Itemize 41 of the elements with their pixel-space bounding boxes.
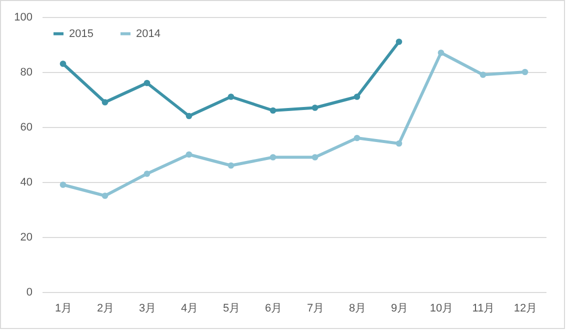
point: [354, 94, 360, 100]
point: [270, 154, 276, 160]
x-tick-label: 5月: [222, 302, 240, 314]
x-tick-label: 7月: [306, 302, 324, 314]
y-tick-label: 60: [20, 122, 32, 134]
point: [312, 154, 318, 160]
x-tick-label: 12月: [514, 302, 538, 314]
point: [102, 99, 108, 106]
point: [480, 72, 486, 78]
x-tick-label: 4月: [180, 302, 198, 314]
point: [228, 162, 234, 169]
point: [186, 112, 192, 120]
point: [144, 170, 150, 177]
point: [60, 60, 66, 67]
point: [396, 140, 402, 147]
point: [522, 68, 528, 76]
point: [312, 104, 318, 111]
y-tick-label: 20: [20, 232, 32, 244]
y-tick-label: 80: [20, 66, 32, 78]
x-tick-label: 8月: [348, 302, 366, 314]
point: [144, 80, 150, 86]
point: [228, 94, 234, 100]
x-tick-label: 6月: [264, 302, 282, 314]
y-tick-label: 40: [20, 176, 32, 188]
x-tick-label: 9月: [390, 302, 408, 314]
point: [60, 182, 66, 188]
point: [270, 107, 276, 114]
point: [186, 151, 192, 158]
x-tick-label: 3月: [138, 302, 156, 314]
legend-label: 2015: [69, 28, 94, 40]
point: [438, 50, 444, 56]
legend-label: 2014: [136, 28, 160, 40]
x-tick-label: 10月: [430, 302, 454, 314]
y-tick-label: 0: [26, 286, 32, 298]
y-tick-label: 100: [14, 12, 32, 24]
point: [396, 38, 402, 45]
point: [102, 192, 108, 199]
x-tick-label: 11月: [472, 302, 495, 314]
x-tick-label: 2月: [96, 302, 114, 314]
x-tick-label: 1月: [54, 302, 72, 314]
point: [354, 134, 360, 142]
